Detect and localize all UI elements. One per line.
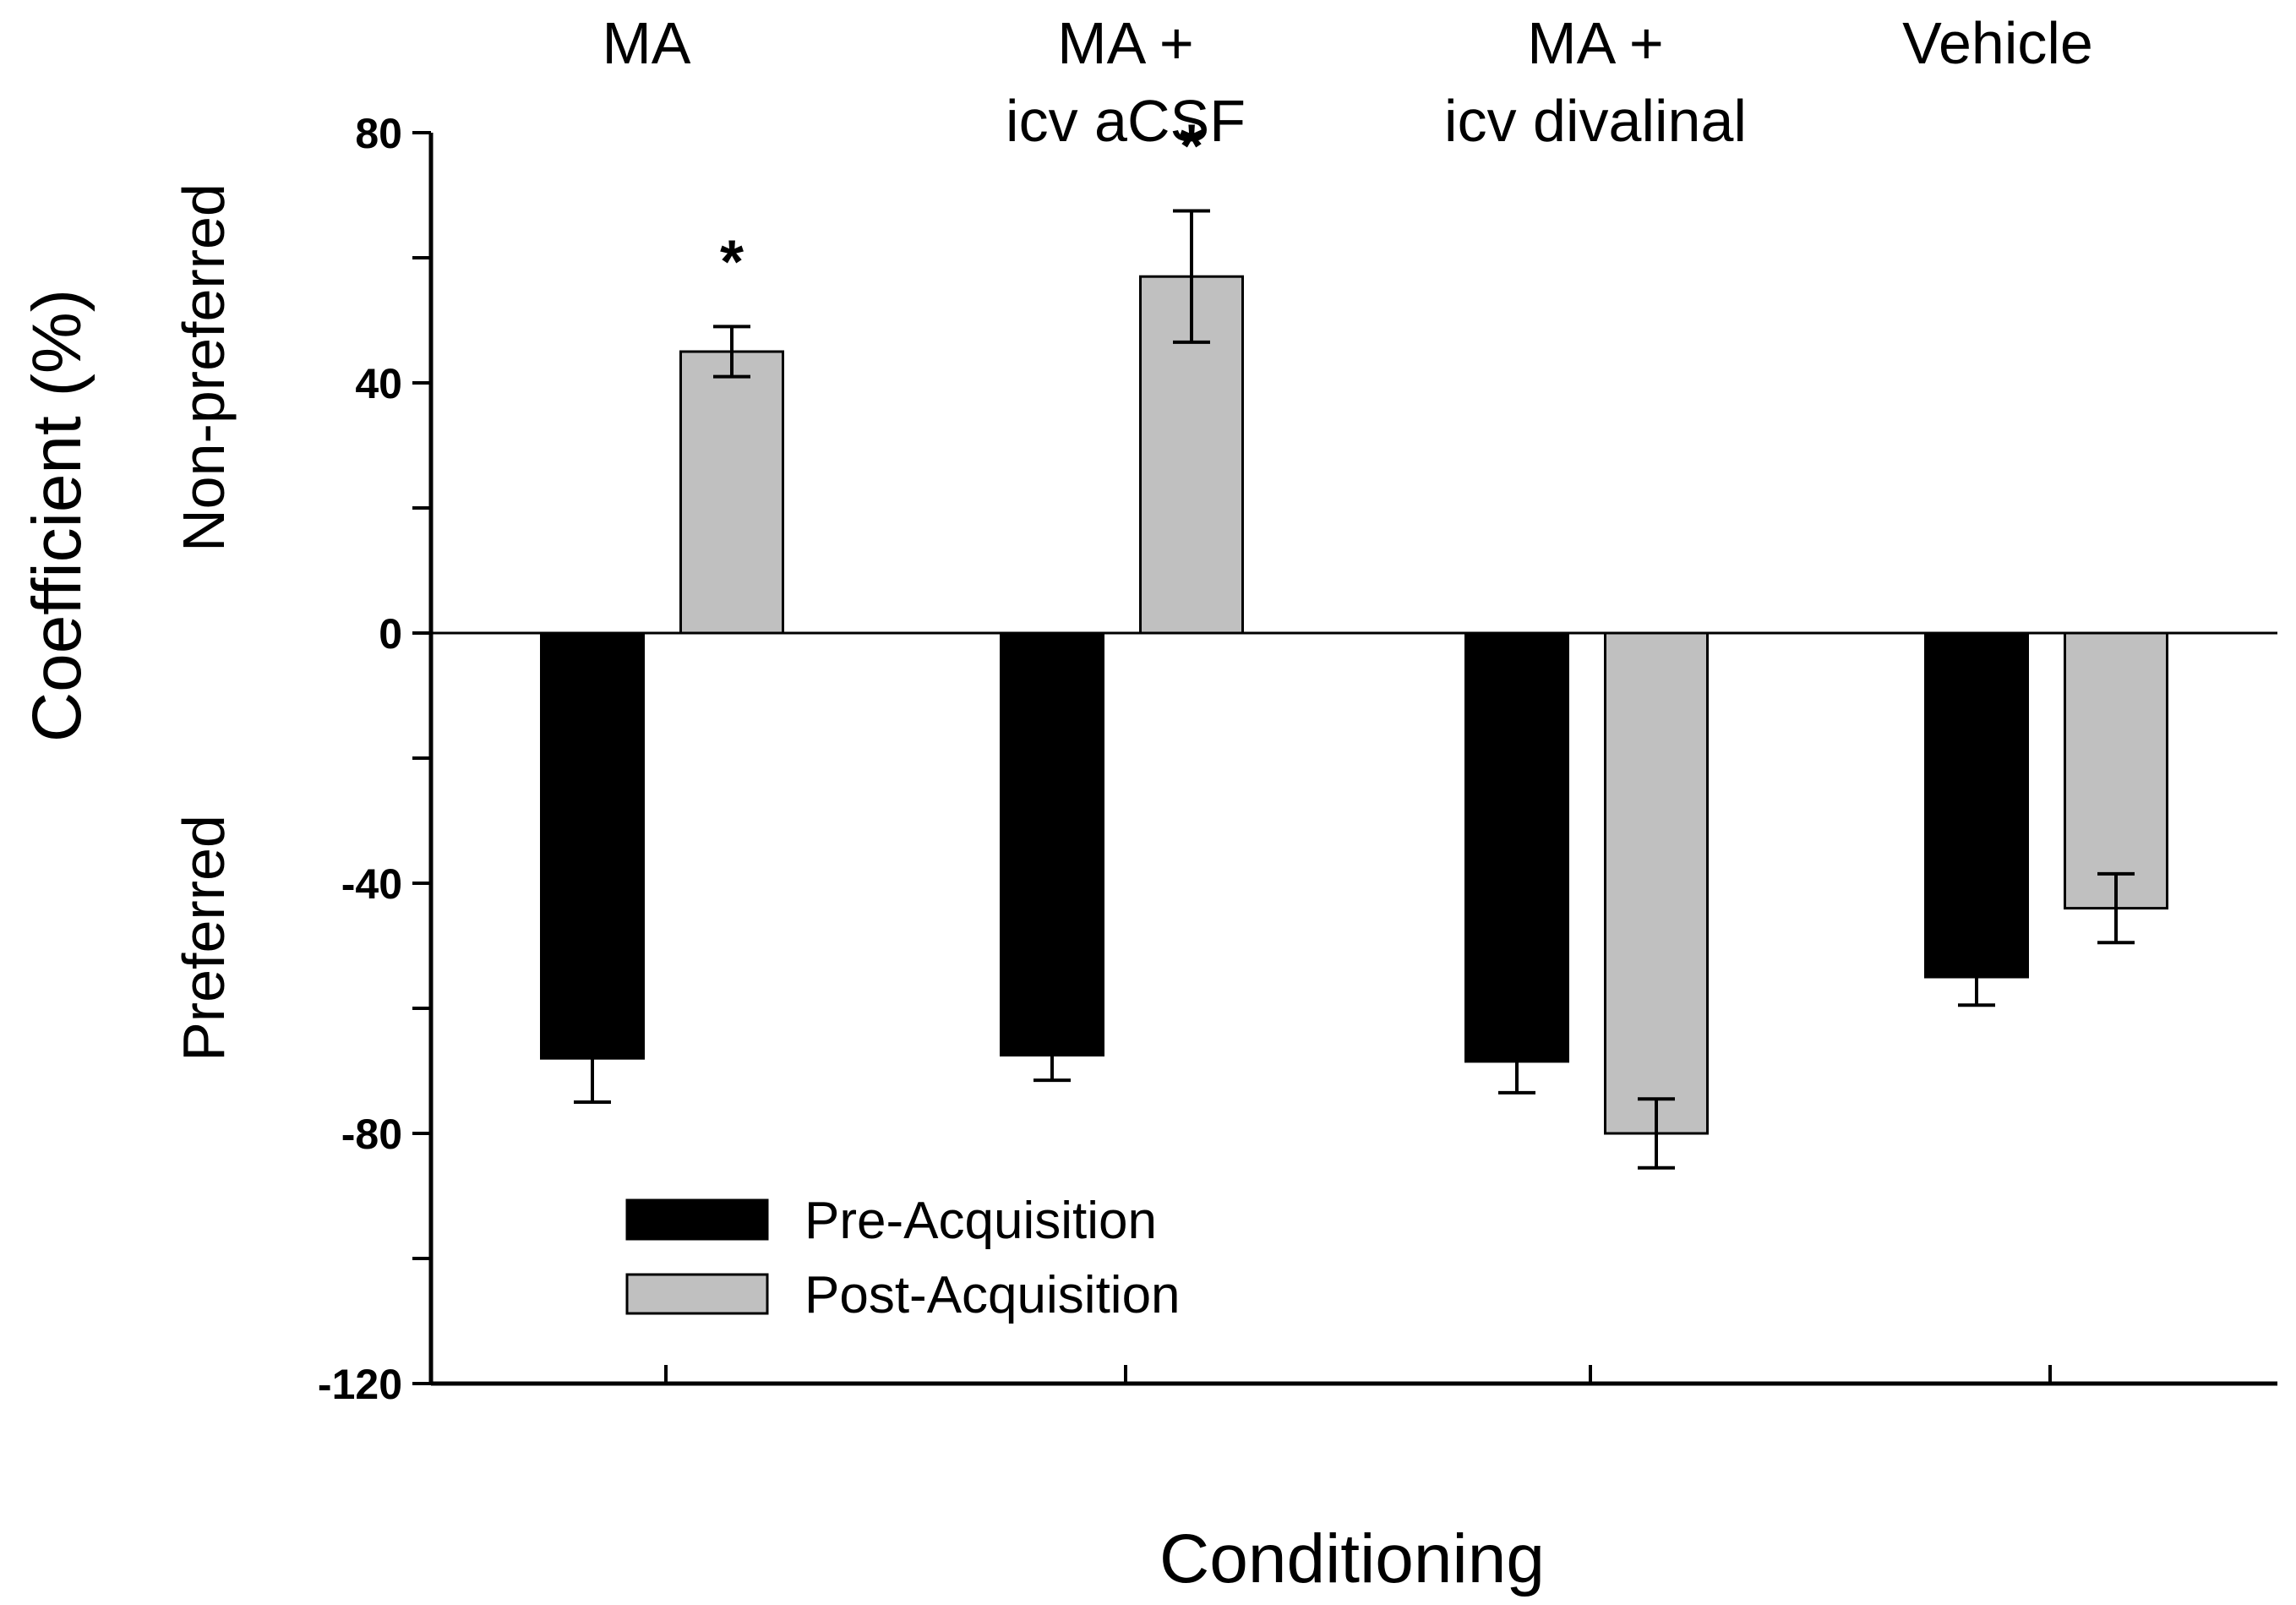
legend-swatch xyxy=(625,1273,769,1315)
error-bar-pre-acquisition-2 xyxy=(1498,1061,1535,1095)
category-label: icv divalinal xyxy=(1444,88,1747,154)
bars xyxy=(540,275,2168,1135)
error-bar-post-acquisition-0 xyxy=(713,325,750,379)
y-tick-label: -80 xyxy=(341,1111,402,1158)
category-label: icv aCSF xyxy=(1006,88,1246,154)
labels: 80 40 0 -40 -80 -120 MA MA + icv aCSF MA + icv div… xyxy=(19,10,2093,1597)
y-tick-label: 0 xyxy=(379,610,402,658)
bar-post-acquisition-3 xyxy=(2064,631,2168,910)
y-tick-label: -120 xyxy=(318,1361,402,1408)
y-tick-label: 80 xyxy=(355,110,402,157)
bar-pre-acquisition-2 xyxy=(1464,631,1569,1063)
y-tick-label: 40 xyxy=(355,360,402,407)
error-bar-post-acquisition-2 xyxy=(1638,1097,1675,1170)
error-bar-pre-acquisition-3 xyxy=(1958,977,1995,1007)
legend-label: Pre-Acquisition xyxy=(804,1192,1157,1250)
legend-label: Post-Acquisition xyxy=(804,1266,1181,1324)
error-bar-pre-acquisition-0 xyxy=(574,1058,611,1104)
significance-marker: * xyxy=(720,228,744,296)
error-bar-post-acquisition-1 xyxy=(1173,209,1210,344)
category-label: MA xyxy=(603,10,691,76)
category-label: MA + xyxy=(1057,10,1193,76)
legend-item-post-acquisition: Post-Acquisition xyxy=(625,1266,1181,1324)
category-label: MA + xyxy=(1527,10,1663,76)
bar-post-acquisition-0 xyxy=(679,350,784,635)
y-tick-label: -40 xyxy=(341,860,402,908)
legend-swatch xyxy=(625,1198,769,1241)
error-bars xyxy=(574,209,2135,1170)
legend: Pre-Acquisition Post-Acquisition xyxy=(625,1192,1181,1324)
error-bar-post-acquisition-3 xyxy=(2097,871,2135,945)
x-axis-label: Conditioning xyxy=(1159,1520,1545,1597)
bar-pre-acquisition-0 xyxy=(540,631,645,1060)
y-label-lower: Preferred xyxy=(171,815,237,1062)
category-label: Vehicle xyxy=(1902,10,2093,76)
error-bar-pre-acquisition-1 xyxy=(1033,1055,1071,1083)
legend-item-pre-acquisition: Pre-Acquisition xyxy=(625,1192,1157,1250)
y-label-upper: Non-preferred xyxy=(171,183,237,552)
significance-marker: * xyxy=(1180,113,1203,181)
bar-pre-acquisition-3 xyxy=(1924,631,2029,979)
y-axis-label: Coefficient (%) xyxy=(19,289,95,742)
bar-pre-acquisition-1 xyxy=(1000,631,1104,1056)
bar-post-acquisition-2 xyxy=(1604,631,1709,1135)
